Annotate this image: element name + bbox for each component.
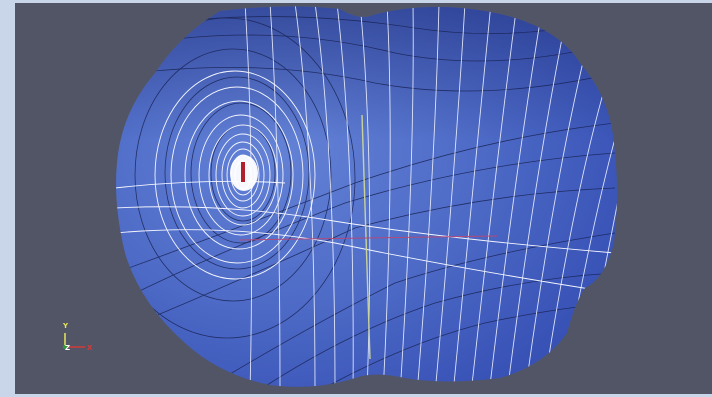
orientation-axes-icon: Y Z X — [62, 322, 93, 352]
probe-line[interactable] — [361, 114, 371, 360]
isoline-group — [116, 6, 617, 387]
scene-svg[interactable]: Y Z X — [15, 3, 712, 394]
axis-z-label: Z — [65, 344, 70, 352]
status-strip — [0, 394, 712, 397]
source-marker-icon[interactable] — [241, 162, 245, 182]
axis-x-label: X — [87, 344, 93, 352]
slice-line[interactable] — [239, 235, 498, 241]
render-viewport[interactable]: Y Z X — [15, 3, 712, 394]
axis-y-label: Y — [62, 322, 69, 330]
white-isolines — [244, 6, 617, 387]
